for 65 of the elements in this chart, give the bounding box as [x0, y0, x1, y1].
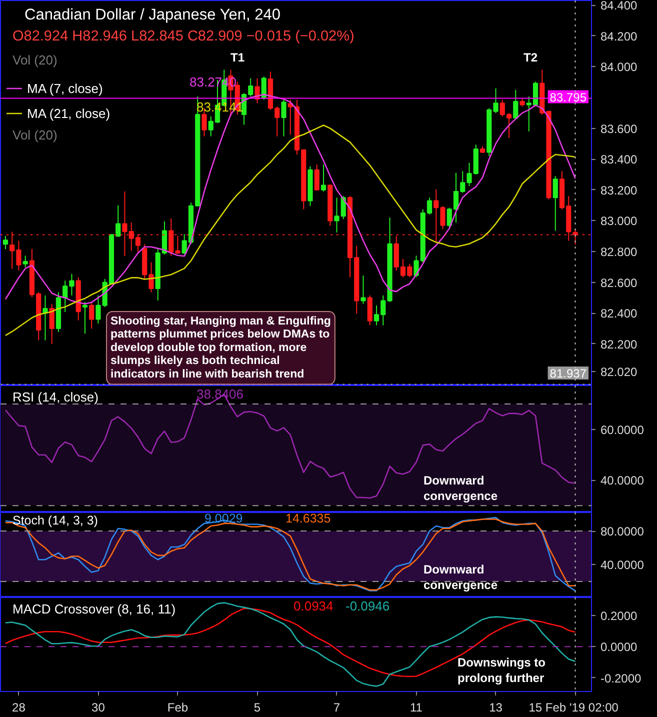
candlestick — [89, 302, 94, 330]
candlestick — [2, 235, 8, 250]
annotation: T1 — [230, 50, 245, 64]
x-tick-label: 7 — [333, 700, 340, 714]
y-tick-label: 83.000 — [600, 214, 638, 228]
annotation: 38.8406 — [196, 386, 244, 402]
chart-title: RSI (14, close) — [12, 390, 98, 404]
y-tick-label: 82.200 — [600, 337, 638, 352]
annotation: Downward convergence — [424, 562, 498, 592]
candlestick — [552, 176, 558, 232]
y-tick-label: 82.600 — [600, 276, 638, 290]
candlestick — [314, 164, 320, 190]
y-tick-label: 80.0000 — [600, 524, 644, 539]
y-tick-label: 82.020 — [600, 365, 638, 380]
y-tick-label: 0.0000 — [600, 640, 638, 654]
x-tick-label: 15 Feb '19 02:00 — [528, 700, 619, 714]
y-tick-label: 84.400 — [600, 0, 638, 13]
text: O82.924 H82.946 L82.845 C82.909 −0.015 (−0.02%) — [12, 28, 354, 44]
annotation: Vol (20) — [12, 52, 58, 68]
annotation: 0.0934 — [294, 598, 334, 614]
candlestick — [320, 164, 326, 192]
candlestick — [367, 294, 372, 326]
y-tick-label: -0.2000 — [600, 671, 642, 686]
y-tick-label: 83.200 — [600, 183, 638, 198]
line-series — [4, 602, 576, 687]
y-tick-label: 83.400 — [600, 152, 638, 167]
candlestick — [69, 273, 74, 296]
x-tick-label: 13 — [489, 700, 503, 714]
annotation: Vol (20) — [12, 128, 58, 142]
y-tick-label: 40.0000 — [600, 558, 644, 572]
candlestick — [82, 302, 88, 334]
candlestick — [22, 255, 28, 268]
x-tick-label: 5 — [254, 700, 261, 714]
candlestick — [49, 303, 54, 344]
candlestick — [281, 99, 286, 137]
candlestick — [360, 275, 366, 304]
y-tick-label: 83.600 — [600, 122, 638, 136]
chart-title: Canadian Dollar / Japanese Yen, 240 — [24, 6, 281, 24]
annotation: Downward convergence — [424, 474, 498, 503]
legend-label: MA (21, close) — [27, 104, 110, 123]
x-tick-label: 30 — [92, 700, 106, 714]
y-tick-label: 82.400 — [600, 306, 638, 321]
y-tick-label: 0.2000 — [600, 608, 638, 623]
y-tick-label: 84.000 — [600, 60, 638, 74]
x-tick-label: 11 — [410, 700, 423, 714]
annotation: Downswings to prolong further — [458, 656, 546, 685]
ref-line-label: 83.795 — [550, 90, 587, 104]
annotation: Shooting star, Hanging man & Engulfing patterns plummet prices below DMAs to develop double top formation, more slumps likely as both technical indicators in line with bearish trend — [110, 316, 331, 380]
y-tick-label: 60.0000 — [600, 422, 644, 437]
candlestick — [288, 99, 293, 136]
ref-line-label: 81.937 — [550, 366, 587, 380]
candlestick — [261, 76, 266, 100]
x-tick-label: 28 — [12, 700, 26, 714]
chart-title: Stoch (14, 3, 3) — [12, 514, 98, 528]
y-tick-label: 40.0000 — [600, 474, 644, 488]
candlestick — [62, 280, 68, 313]
annotation: -0.0946 — [346, 598, 390, 614]
x-tick-label: Feb — [167, 700, 188, 714]
legend-label: MA (7, close) — [27, 80, 103, 98]
annotation: 14.6335 — [286, 512, 331, 526]
candlestick — [513, 89, 518, 118]
annotation: T2 — [524, 50, 538, 64]
y-tick-label: 82.800 — [600, 245, 638, 260]
chart-title: MACD Crossover (8, 16, 11) — [12, 602, 176, 616]
y-tick-label: 84.200 — [600, 29, 638, 44]
